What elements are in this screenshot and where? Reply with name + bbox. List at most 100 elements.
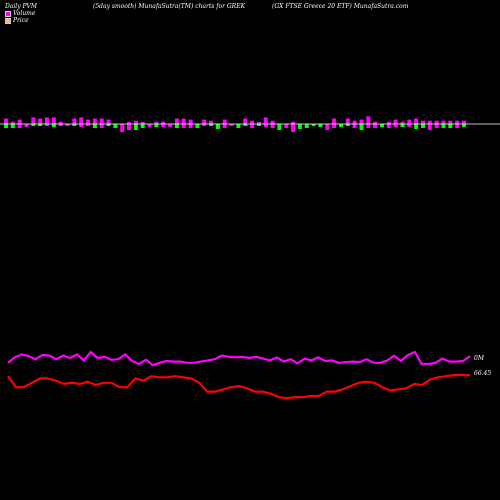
pvm-bar-down (92, 124, 97, 128)
pvm-bar-up (209, 120, 214, 124)
pvm-bar-up (393, 119, 398, 124)
pvm-bar-down (38, 124, 43, 126)
legend-volume-label: Volume (13, 10, 36, 17)
pvm-bar-down (256, 124, 261, 126)
pvm-bar-down (359, 124, 364, 130)
pvm-bar-up (250, 120, 255, 124)
pvm-bar-down (434, 124, 439, 128)
pvm-bar-down (380, 124, 384, 127)
price-last-label: 66.45 (474, 370, 491, 377)
pvm-bar-down (86, 124, 90, 126)
pvm-bar-up (291, 121, 296, 124)
pvm-bar-down (133, 124, 138, 130)
pvm-bar-down (106, 124, 111, 126)
pvm-bars (4, 116, 466, 132)
pvm-bar-up (38, 118, 43, 124)
volume-last-label: 0M (474, 355, 485, 362)
pvm-bar-up (17, 119, 22, 124)
pvm-bar-up (222, 119, 227, 124)
legend-price-label: Price (13, 17, 29, 24)
pvm-bar-up (72, 118, 77, 124)
pvm-bar-down (113, 124, 118, 128)
pvm-bar-up (243, 118, 248, 124)
pvm-bar-down (345, 124, 350, 126)
pvm-bar-up (400, 121, 405, 124)
volume-line (7, 350, 471, 367)
price-line (7, 374, 470, 400)
pvm-bar-up (256, 121, 261, 124)
pvm-bar-up (462, 120, 466, 124)
pvm-bar-up (51, 117, 56, 124)
pvm-bar-up (86, 119, 90, 124)
pvm-bar-down (277, 124, 282, 130)
pvm-bar-up (427, 120, 432, 124)
pvm-bar-up (448, 120, 453, 124)
pvm-bar-down (10, 124, 15, 128)
pvm-bar-down (270, 124, 275, 128)
pvm-bar-down (407, 124, 412, 127)
pvm-bar-up (332, 118, 337, 124)
pvm-bar-down (229, 124, 234, 126)
pvm-bar-down (236, 124, 241, 128)
pvm-bar-down (140, 124, 145, 128)
pvm-bar-down (72, 124, 77, 126)
header-title: (5day smooth) MunafaSutra(TM) charts for… (93, 3, 246, 10)
pvm-bar-down (120, 124, 125, 132)
pvm-bar-down (325, 124, 330, 130)
pvm-bar-down (174, 124, 179, 128)
pvm-bar-down (414, 124, 419, 129)
pvm-bar-down (311, 124, 316, 126)
pvm-bar-down (250, 124, 255, 128)
pvm-bar-down (243, 124, 248, 126)
pvm-bar-down (318, 124, 323, 127)
pvm-bar-down (188, 124, 193, 128)
pvm-bar-up (373, 121, 378, 124)
pvm-bar-down (386, 124, 391, 128)
pvm-bar-up (352, 120, 357, 124)
legend-price-swatch (5, 17, 11, 24)
pvm-bar-down (373, 124, 378, 128)
pvm-bar-down (222, 124, 227, 128)
pvm-bar-up (127, 121, 131, 124)
pvm-bar-up (202, 119, 207, 124)
pvm-bar-down (352, 124, 357, 128)
pvm-bar-up (154, 121, 159, 124)
pvm-bar-up (263, 117, 268, 124)
pvm-bar-up (92, 118, 97, 124)
pvm-bar-up (4, 118, 8, 124)
pvm-bar-up (359, 119, 364, 124)
pvm-bar-up (140, 121, 145, 124)
pvm-bar-down (332, 124, 337, 128)
pvm-bar-down (455, 124, 460, 128)
pvm-bar-down (448, 124, 453, 128)
pvm-bar-up (99, 118, 104, 124)
pvm-bar-down (147, 124, 152, 127)
pvm-bar-up (31, 117, 36, 124)
header-source: (GX FTSE Greece 20 ETF) MunafaSutra.com (272, 3, 409, 10)
pvm-bar-up (414, 118, 419, 124)
pvm-bar-up (386, 121, 391, 124)
pvm-bar-up (174, 118, 179, 124)
pvm-bar-down (304, 124, 309, 128)
legend-volume: Volume (5, 10, 35, 17)
pvm-bar-up (421, 120, 425, 124)
pvm-bar-down (284, 124, 289, 128)
pvm-bar-up (181, 118, 186, 124)
pvm-bar-down (161, 124, 166, 127)
pvm-bar-down (202, 124, 207, 126)
pvm-bar-up (366, 116, 371, 124)
pvm-bar-up (407, 119, 412, 124)
legend-price: Price (5, 17, 29, 24)
pvm-bar-down (366, 124, 371, 128)
pvm-bar-down (58, 124, 63, 126)
pvm-bar-down (79, 124, 84, 127)
pvm-bar-down (339, 124, 343, 127)
pvm-bar-up (434, 120, 439, 124)
pvm-bar-down (65, 124, 70, 126)
header-left: Daily PVM (5, 3, 38, 10)
pvm-bar-up (270, 120, 275, 124)
legend-volume-swatch (5, 10, 11, 17)
pvm-bar-up (133, 120, 138, 124)
pvm-bar-down (181, 124, 186, 128)
pvm-bar-up (345, 118, 350, 124)
